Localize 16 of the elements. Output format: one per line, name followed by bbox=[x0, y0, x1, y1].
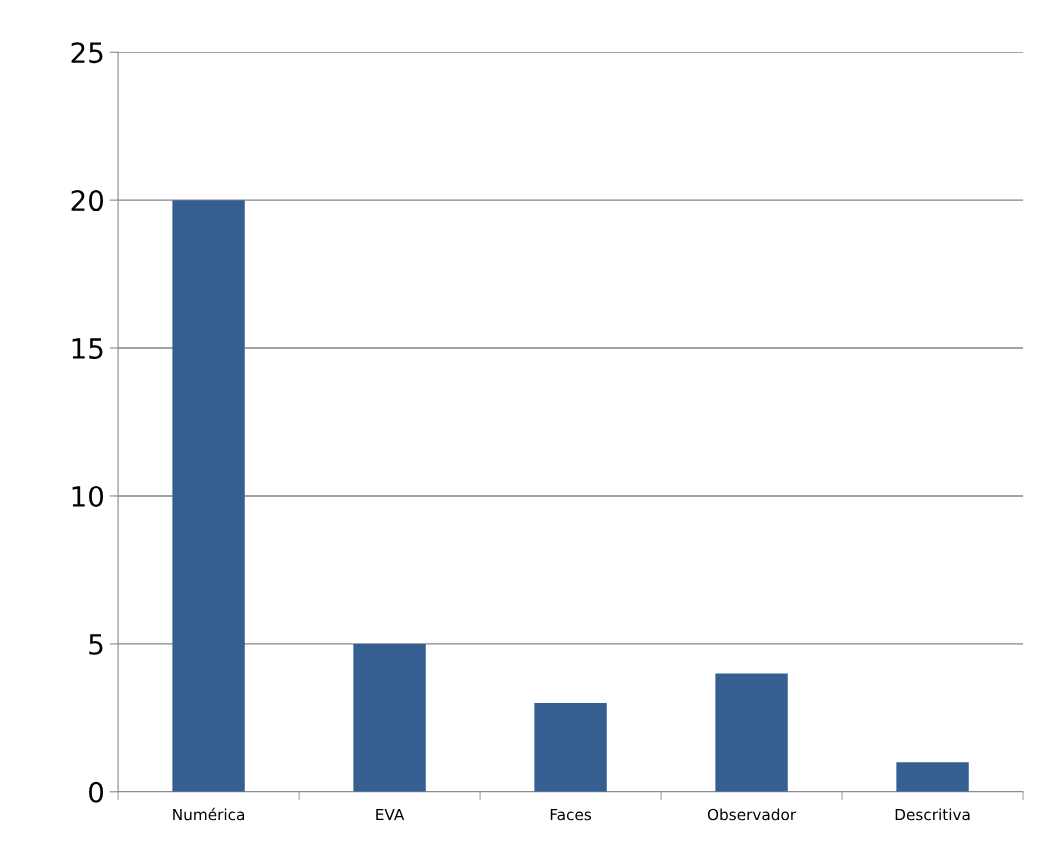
y-tick-label: 15 bbox=[72, 338, 103, 359]
x-tick-label: Numérica bbox=[173, 807, 245, 821]
bar bbox=[715, 673, 788, 792]
x-tick-label: Faces bbox=[550, 808, 592, 821]
y-tick-label: 20 bbox=[71, 190, 104, 212]
bar bbox=[172, 200, 245, 792]
y-tick-label: 5 bbox=[89, 634, 103, 655]
x-tick-label: Observador bbox=[707, 808, 797, 821]
bar bbox=[353, 643, 426, 792]
bar bbox=[534, 703, 607, 792]
x-tick-label: Descritiva bbox=[895, 808, 970, 821]
y-tick-label: 0 bbox=[89, 781, 104, 803]
x-tick-label: EVA bbox=[376, 808, 405, 821]
y-tick-label: 10 bbox=[72, 485, 104, 507]
y-tick-label: 25 bbox=[71, 42, 103, 64]
bar bbox=[896, 762, 969, 792]
